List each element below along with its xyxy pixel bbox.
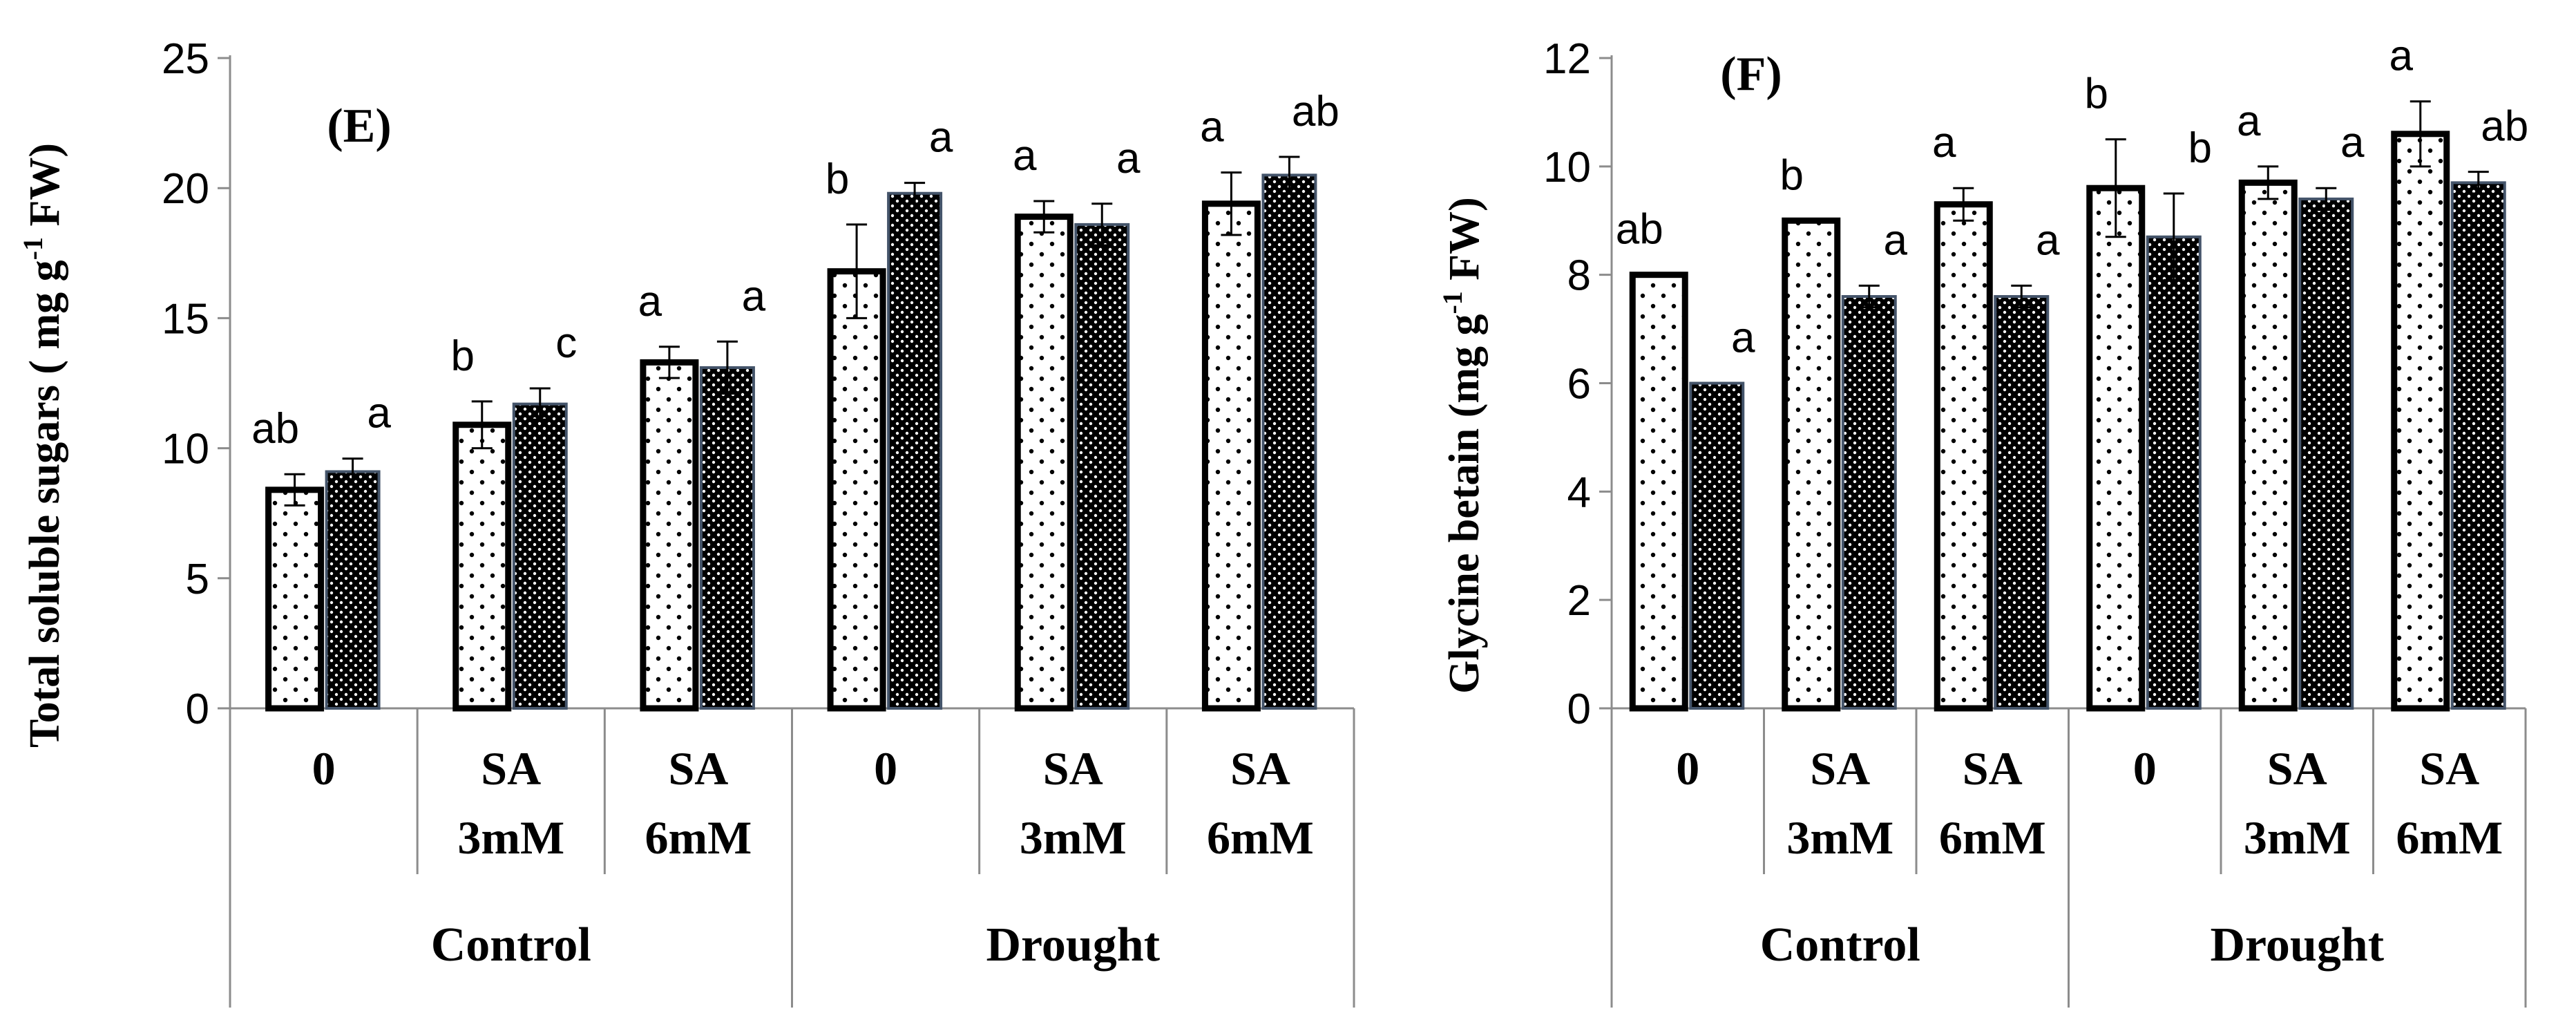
significance-letter: a	[367, 390, 391, 437]
category-label: 6mM	[1207, 811, 1314, 864]
category-label: 6mM	[1939, 811, 2046, 864]
significance-letter: ab	[2481, 103, 2528, 151]
category-label: 0	[2133, 742, 2157, 795]
y-axis-title-main: Glycine betain (mg g	[1441, 314, 1488, 694]
significance-letter: ab	[1292, 88, 1339, 135]
bar-sparse-dotted	[452, 422, 512, 712]
bar-sparse-dotted	[1629, 272, 1688, 712]
bar-dense-dotted	[2450, 181, 2506, 710]
significance-letter: a	[929, 114, 953, 162]
y-axis-title-main: Total soluble sugars ( mg g	[21, 260, 68, 748]
y-tick-label: 12	[1543, 35, 1591, 83]
bar-sparse-dotted	[2238, 179, 2298, 712]
category-label: 3mM	[457, 811, 564, 864]
y-axis-title-superscript: -1	[17, 237, 48, 260]
bar-sparse-dotted	[640, 359, 699, 712]
y-tick-label: 15	[162, 295, 209, 343]
bar-dense-dotted	[1261, 173, 1317, 710]
bar-dense-dotted	[1994, 295, 2050, 710]
y-axis-title: Total soluble sugars ( mg g-1 FW)	[17, 143, 68, 748]
significance-letter: b	[1780, 151, 1804, 199]
significance-letter: b	[451, 332, 475, 380]
bar-dense-dotted	[1074, 223, 1130, 710]
bar-sparse-dotted	[265, 486, 325, 712]
significance-letter: a	[1013, 132, 1037, 180]
bar-sparse-dotted	[2391, 131, 2450, 712]
y-tick-label: 0	[186, 686, 209, 733]
y-tick-label: 0	[1567, 686, 1591, 733]
significance-letter: b	[826, 155, 849, 203]
category-label: SA	[2419, 742, 2479, 795]
bar-dense-dotted	[325, 470, 381, 710]
panel-label: (F)	[1720, 48, 1782, 101]
category-label: SA	[668, 742, 728, 795]
bar-sparse-dotted	[1934, 201, 1993, 712]
category-label: SA	[2267, 742, 2327, 795]
bar-dense-dotted	[887, 191, 943, 710]
significance-letter: a	[1731, 314, 1755, 362]
significance-letter: ab	[251, 405, 299, 453]
y-tick-label: 25	[162, 35, 209, 83]
significance-letter: a	[2237, 97, 2261, 145]
significance-letter: b	[2188, 124, 2212, 172]
y-tick-label: 10	[1543, 144, 1591, 191]
y-tick-label: 20	[162, 165, 209, 213]
significance-letter: a	[1884, 216, 1908, 264]
y-tick-label: 6	[1567, 361, 1591, 408]
significance-letter: a	[2036, 216, 2060, 264]
category-label: 0	[874, 742, 897, 795]
bar-dense-dotted	[2298, 197, 2354, 710]
category-label: SA	[1043, 742, 1103, 795]
bar-sparse-dotted	[1782, 217, 1841, 712]
significance-letter: a	[742, 272, 766, 320]
group-label: Drought	[986, 918, 1160, 972]
y-tick-label: 4	[1567, 469, 1591, 516]
group-label: Control	[1760, 918, 1920, 972]
bar-dense-dotted	[1689, 381, 1745, 710]
category-label: 3mM	[1786, 811, 1893, 864]
y-tick-label: 2	[1567, 577, 1591, 625]
bar-sparse-dotted	[1014, 214, 1074, 712]
bar-dense-dotted	[699, 366, 755, 710]
category-label: SA	[1810, 742, 1870, 795]
group-label: Control	[431, 918, 591, 972]
y-axis-title-end: FW)	[21, 143, 68, 237]
category-label: SA	[481, 742, 541, 795]
category-label: 6mM	[2396, 811, 2503, 864]
bar-dense-dotted	[512, 402, 568, 710]
bar-dense-dotted	[2146, 235, 2202, 710]
category-label: 3mM	[1020, 811, 1127, 864]
significance-letter: c	[555, 319, 577, 367]
y-axis-title: Glycine betain (mg g-1 FW)	[1437, 197, 1488, 694]
y-axis-title-end: FW)	[1441, 197, 1488, 291]
significance-letter: a	[1200, 104, 1224, 151]
category-label: SA	[1230, 742, 1290, 795]
bar-dense-dotted	[1841, 295, 1897, 710]
panel-label: (E)	[327, 100, 391, 153]
bar-sparse-dotted	[2086, 185, 2146, 712]
category-label: 0	[1676, 742, 1699, 795]
y-tick-label: 10	[162, 426, 209, 473]
significance-letter: a	[1932, 119, 1956, 167]
y-axis-title-superscript: -1	[1437, 291, 1468, 314]
category-label: 0	[312, 742, 336, 795]
y-tick-label: 8	[1567, 252, 1591, 300]
significance-letter: b	[2085, 70, 2108, 118]
significance-letter: a	[2389, 32, 2414, 80]
bar-sparse-dotted	[827, 268, 886, 712]
significance-letter: ab	[1616, 206, 1663, 254]
y-tick-label: 5	[186, 556, 209, 603]
significance-letter: a	[1116, 135, 1141, 182]
category-label: 3mM	[2244, 811, 2351, 864]
significance-letter: a	[2340, 119, 2365, 167]
group-label: Drought	[2210, 918, 2384, 972]
bar-sparse-dotted	[1201, 200, 1261, 712]
category-label: SA	[1963, 742, 2023, 795]
category-label: 6mM	[645, 811, 752, 864]
significance-letter: a	[638, 278, 662, 325]
